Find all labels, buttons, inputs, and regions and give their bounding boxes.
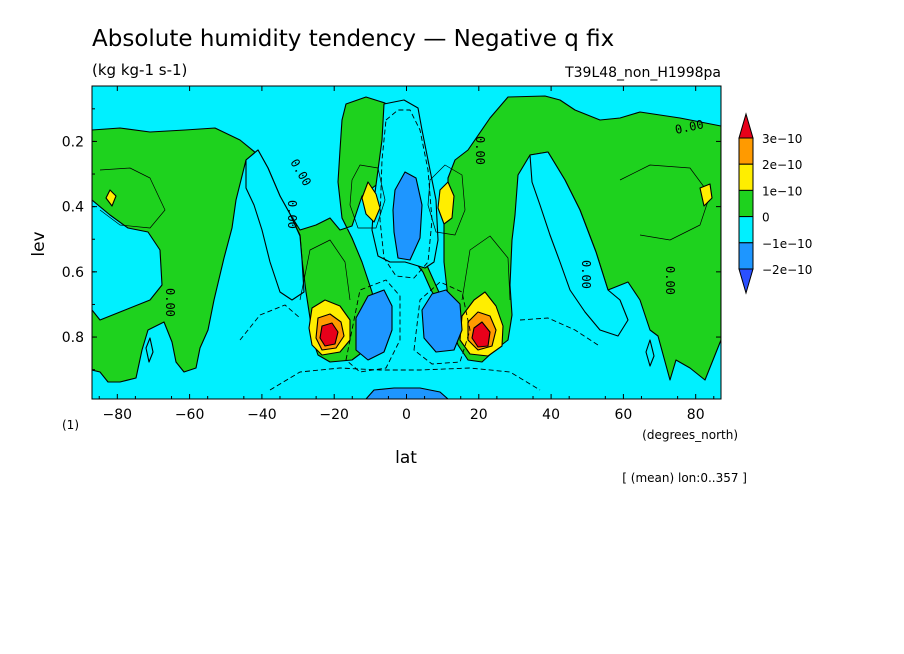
small-feature-north-1 [699, 183, 713, 207]
footer-note: [ (mean) lon:0..357 ] [622, 471, 747, 485]
dashed-contour-c [413, 281, 471, 365]
colorbar-swatch [738, 189, 754, 218]
x-tick-label: −40 [247, 407, 277, 423]
equatorial-blue-core [392, 171, 423, 261]
small-feature-south-1 [105, 189, 117, 207]
run-label: T39L48_non_H1998pa [564, 65, 721, 81]
south-polar-cyan-hole [92, 199, 163, 321]
thin-contour-a [99, 167, 166, 229]
y-tick-label: 0.2 [62, 134, 84, 150]
dashed-contour-d [269, 367, 541, 391]
y-axis-note: (1) [62, 418, 79, 432]
y-axis: 0.2 0.4 0.6 0.8 [62, 108, 721, 371]
chart-units: (kg kg-1 s-1) [92, 61, 187, 79]
x-tick-label: 40 [542, 407, 560, 423]
x-tick-label: −20 [319, 407, 349, 423]
x-tick-label: −60 [175, 407, 205, 423]
contour-label: 0.00 [579, 260, 593, 289]
colorbar-label: −2e−10 [762, 263, 812, 277]
colorbar-top-arrow [738, 112, 754, 139]
colorbar-label: 0 [762, 211, 770, 225]
dashed-contour-b [345, 279, 401, 373]
colorbar-bottom-arrow [738, 268, 754, 295]
northern-low-blue [421, 289, 463, 353]
dashed-contour-e [239, 304, 301, 341]
negative-contour-lines [239, 109, 599, 391]
southern-upper-yellow [361, 181, 381, 223]
colorbar-label: −1e−10 [762, 237, 812, 251]
chart-title: Absolute humidity tendency — Negative q … [92, 26, 614, 52]
thin-contour-c [299, 239, 351, 301]
northern-upper-yellow [437, 181, 455, 225]
y-tick-label: 0.4 [62, 200, 84, 216]
colorbar: 3e−10 2e−10 1e−10 0 −1e−10 −2e−10 [738, 112, 812, 295]
y-tick-label: 0.6 [62, 265, 84, 281]
southern-cyan-hole [245, 149, 305, 301]
colorbar-label: 3e−10 [762, 132, 802, 146]
southern-lobe-red [319, 322, 339, 347]
y-axis-label: lev [29, 231, 49, 256]
thin-contour-d [461, 235, 511, 301]
x-tick-label: 60 [614, 407, 632, 423]
x-tick-label: 80 [687, 407, 705, 423]
colorbar-swatch [738, 137, 754, 165]
small-feature-north-2 [645, 339, 655, 367]
colorbar-swatch [738, 242, 754, 270]
contour-label: 0.00 [285, 200, 299, 229]
southern-low-blue [355, 289, 393, 361]
colorbar-swatch [738, 163, 754, 191]
dashed-contour-f [519, 317, 599, 346]
contour-label: 0.00 [163, 288, 177, 317]
x-tick-label: 20 [470, 407, 488, 423]
northern-cyan-hole [529, 151, 629, 337]
thin-contour-e [349, 164, 386, 229]
x-axis-label: lat [395, 448, 417, 468]
x-axis-units: (degrees_north) [642, 428, 738, 442]
x-axis: −80 −60 −40 −20 0 20 40 60 80 [98, 86, 715, 423]
dashed-contour-a [379, 109, 433, 279]
x-tick-label: −80 [103, 407, 133, 423]
y-tick-label: 0.8 [62, 330, 84, 346]
contour-field [92, 86, 721, 399]
small-feature-south-2 [145, 337, 154, 363]
northern-lobe-red [471, 321, 491, 348]
thin-contour-f [427, 164, 466, 236]
x-tick-label: 0 [402, 407, 411, 423]
contour-label: 0.00 [663, 266, 677, 295]
colorbar-swatch [738, 216, 754, 244]
colorbar-label: 1e−10 [762, 184, 802, 198]
colorbar-label: 2e−10 [762, 158, 802, 172]
surface-blue-patch [365, 387, 449, 399]
contour-label: 0.00 [473, 136, 487, 165]
contour-label: 0.00 [674, 117, 705, 137]
